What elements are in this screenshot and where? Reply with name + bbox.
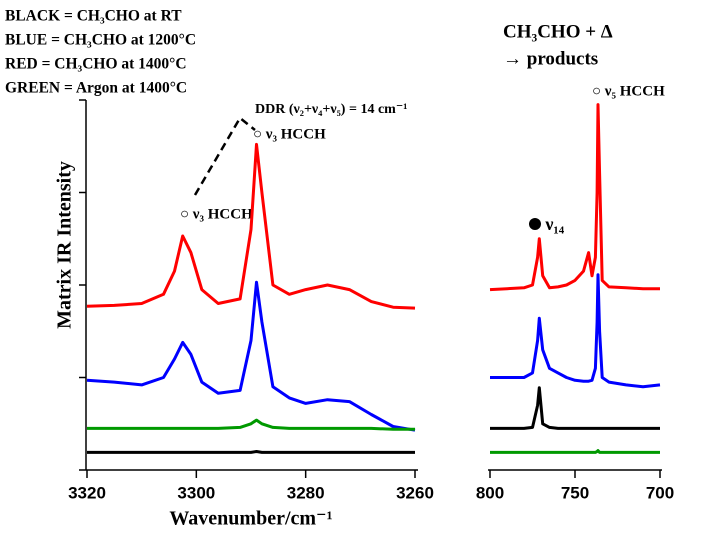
x-tick-label: 700 <box>646 483 674 502</box>
annotations: ● ν₁₄ <box>530 214 565 234</box>
x-tick-label: 3260 <box>396 483 434 502</box>
header: → products <box>503 48 598 69</box>
x-tick-label: 3280 <box>287 483 325 502</box>
annotations: DDR (ν₂+ν₄+ν₅) = 14 cm⁻¹ <box>255 102 407 117</box>
spectrum-line <box>86 280 416 432</box>
x-tick-label: 3300 <box>177 483 215 502</box>
marker-icon <box>529 218 541 230</box>
spectrum-line <box>87 450 415 454</box>
spectrum-line <box>490 273 661 389</box>
x-tick-label: 800 <box>476 483 504 502</box>
spectrum-line <box>87 418 415 431</box>
legend-lines: GREEN = Argon at 1400°C <box>5 80 187 97</box>
x-tick-label: 750 <box>561 483 589 502</box>
y-axis-label: Matrix IR Intensity <box>54 161 76 329</box>
spectrum-line <box>86 142 416 310</box>
spectrum-line <box>490 386 660 430</box>
x-tick-label: 3320 <box>68 483 106 502</box>
spectrum-line <box>490 449 660 454</box>
legend-lines: RED = CH₃CHO at 1400°C <box>5 56 187 73</box>
legend-lines: BLACK = CH₃CHO at RT <box>5 8 182 25</box>
header: CH₃CHO + Δ <box>503 21 613 42</box>
ddr-bracket <box>193 116 256 196</box>
annotations: ○ ν₅ HCCH <box>592 83 665 99</box>
legend-lines: BLUE = CH₃CHO at 1200°C <box>5 32 196 49</box>
annotations: ○ ν₃ HCCH <box>180 206 253 222</box>
x-axis-label: Wavenumber/cm⁻¹ <box>169 508 332 530</box>
spectrum-line <box>489 103 660 292</box>
annotations: ○ ν₃ HCCH <box>253 126 326 142</box>
